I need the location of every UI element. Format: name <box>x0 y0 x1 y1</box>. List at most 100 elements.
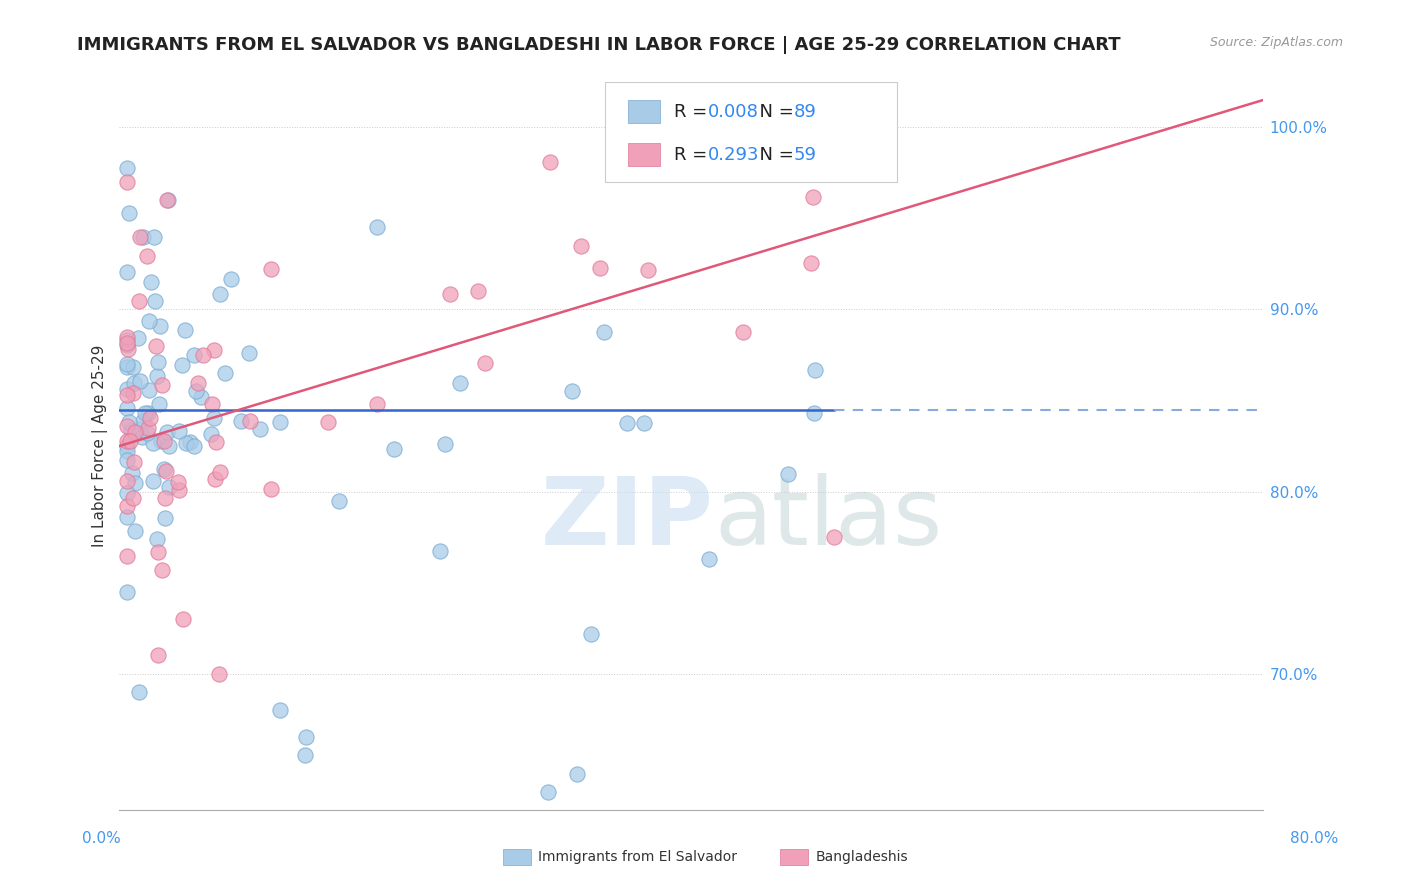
Point <box>136 426 159 441</box>
Point <box>156 193 179 207</box>
Point <box>128 685 150 699</box>
Text: N =: N = <box>748 145 800 164</box>
Point <box>129 422 152 436</box>
Point <box>579 627 602 641</box>
Point <box>208 666 231 681</box>
Point <box>439 286 461 301</box>
Point <box>128 374 150 388</box>
Point <box>229 414 252 428</box>
Point <box>184 384 207 398</box>
Y-axis label: In Labor Force | Age 25-29: In Labor Force | Age 25-29 <box>93 345 108 547</box>
Point <box>115 584 138 599</box>
Point <box>295 731 318 745</box>
Point <box>115 333 138 347</box>
Text: ZIP: ZIP <box>541 473 714 565</box>
Point <box>259 262 281 277</box>
Point <box>115 359 138 374</box>
Text: Bangladeshis: Bangladeshis <box>815 850 908 864</box>
Point <box>134 406 156 420</box>
Point <box>118 434 141 448</box>
Point <box>294 748 316 763</box>
Point <box>200 426 222 441</box>
Text: N =: N = <box>748 103 800 120</box>
Point <box>190 390 212 404</box>
Point <box>150 378 173 392</box>
Point <box>449 376 471 391</box>
Point <box>138 314 160 328</box>
Point <box>174 436 197 450</box>
Point <box>209 465 232 479</box>
Point <box>565 766 588 780</box>
Point <box>146 532 169 546</box>
Point <box>637 263 659 277</box>
Point <box>187 376 209 391</box>
Point <box>366 397 388 411</box>
Point <box>115 335 138 350</box>
Point <box>142 435 165 450</box>
Point <box>146 368 169 383</box>
Point <box>146 354 169 368</box>
Point <box>115 485 138 500</box>
Point <box>800 256 823 270</box>
Point <box>429 543 451 558</box>
Point <box>115 338 138 352</box>
Point <box>269 415 291 429</box>
Point <box>115 444 138 458</box>
Point <box>859 112 882 126</box>
Point <box>803 406 825 420</box>
Point <box>474 356 496 370</box>
Point <box>115 509 138 524</box>
Point <box>823 530 845 544</box>
Point <box>138 384 160 398</box>
Point <box>205 434 228 449</box>
Text: 0.293: 0.293 <box>709 145 759 164</box>
Point <box>131 430 153 444</box>
Point <box>561 384 583 398</box>
Point <box>115 265 138 279</box>
Point <box>801 190 824 204</box>
Text: IMMIGRANTS FROM EL SALVADOR VS BANGLADESHI IN LABOR FORCE | AGE 25-29 CORRELATIO: IMMIGRANTS FROM EL SALVADOR VS BANGLADES… <box>77 36 1121 54</box>
Point <box>202 343 225 357</box>
Point <box>259 482 281 496</box>
Text: Source: ZipAtlas.com: Source: ZipAtlas.com <box>1209 36 1343 49</box>
Point <box>537 785 560 799</box>
Point <box>145 339 167 353</box>
Point <box>115 161 138 175</box>
Point <box>122 376 145 390</box>
Point <box>141 276 163 290</box>
Point <box>846 164 869 178</box>
Point <box>467 284 489 298</box>
Point <box>128 229 150 244</box>
Point <box>204 472 226 486</box>
Point <box>156 425 179 440</box>
Point <box>149 318 172 333</box>
Point <box>209 286 232 301</box>
Point <box>115 418 138 433</box>
Point <box>122 360 145 375</box>
Point <box>118 415 141 429</box>
Point <box>201 397 224 411</box>
Point <box>115 401 138 415</box>
Point <box>569 238 592 252</box>
Text: 89: 89 <box>794 103 817 120</box>
Point <box>115 434 138 448</box>
Point <box>124 425 146 439</box>
Point <box>122 455 145 469</box>
Text: atlas: atlas <box>714 473 942 565</box>
Point <box>183 439 205 453</box>
Point <box>148 545 170 559</box>
Point <box>172 358 194 372</box>
Point <box>115 382 138 396</box>
Point <box>202 410 225 425</box>
Text: 80.0%: 80.0% <box>1291 831 1339 847</box>
Text: 0.0%: 0.0% <box>82 831 121 847</box>
Point <box>366 220 388 235</box>
Point <box>132 414 155 428</box>
Text: R =: R = <box>673 145 713 164</box>
Point <box>143 293 166 308</box>
Point <box>115 452 138 467</box>
Point <box>876 112 898 126</box>
Text: R =: R = <box>673 103 713 120</box>
Point <box>155 511 177 525</box>
Point <box>146 648 169 663</box>
